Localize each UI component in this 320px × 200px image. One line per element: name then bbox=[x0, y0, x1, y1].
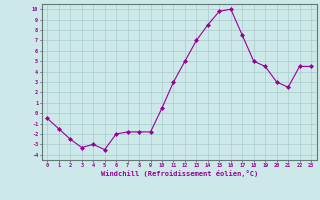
X-axis label: Windchill (Refroidissement éolien,°C): Windchill (Refroidissement éolien,°C) bbox=[100, 170, 258, 177]
